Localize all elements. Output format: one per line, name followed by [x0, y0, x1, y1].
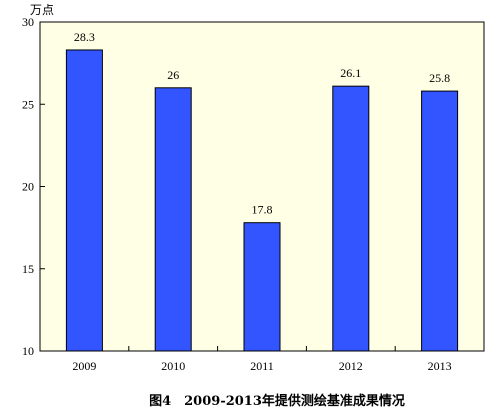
data-label-2012: 26.1 [340, 66, 361, 80]
bar-2011 [243, 222, 281, 352]
unit-label: 万点 [30, 3, 54, 17]
y-tick-label: 10 [22, 344, 34, 358]
bar-2009 [65, 49, 103, 352]
bar-2010 [154, 87, 192, 352]
x-tick-label-2011: 2011 [250, 359, 274, 373]
data-label-2010: 26 [167, 68, 179, 82]
chart-caption: 图4 2009-2013年提供测绘基准成果情况 [149, 393, 405, 409]
data-label-2009: 28.3 [74, 30, 95, 44]
bars: 28.3 26 17.8 26.1 25.8 [65, 30, 459, 352]
x-tick-label-2012: 2012 [339, 359, 363, 373]
x-tick-label-2010: 2010 [161, 359, 185, 373]
y-tick-label: 25 [22, 97, 34, 111]
y-tick-label: 30 [22, 15, 34, 29]
y-tick-label: 20 [22, 180, 34, 194]
x-tick-label-2009: 2009 [72, 359, 96, 373]
bar-2013 [421, 90, 459, 352]
data-label-2013: 25.8 [429, 71, 450, 85]
y-tick-label: 15 [22, 262, 34, 276]
x-tick-label-2013: 2013 [428, 359, 452, 373]
bar-2012 [332, 85, 370, 352]
data-label-2011: 17.8 [252, 203, 273, 217]
axes: 10 15 20 25 30 2009 2010 2011 2012 2013 [22, 15, 485, 373]
